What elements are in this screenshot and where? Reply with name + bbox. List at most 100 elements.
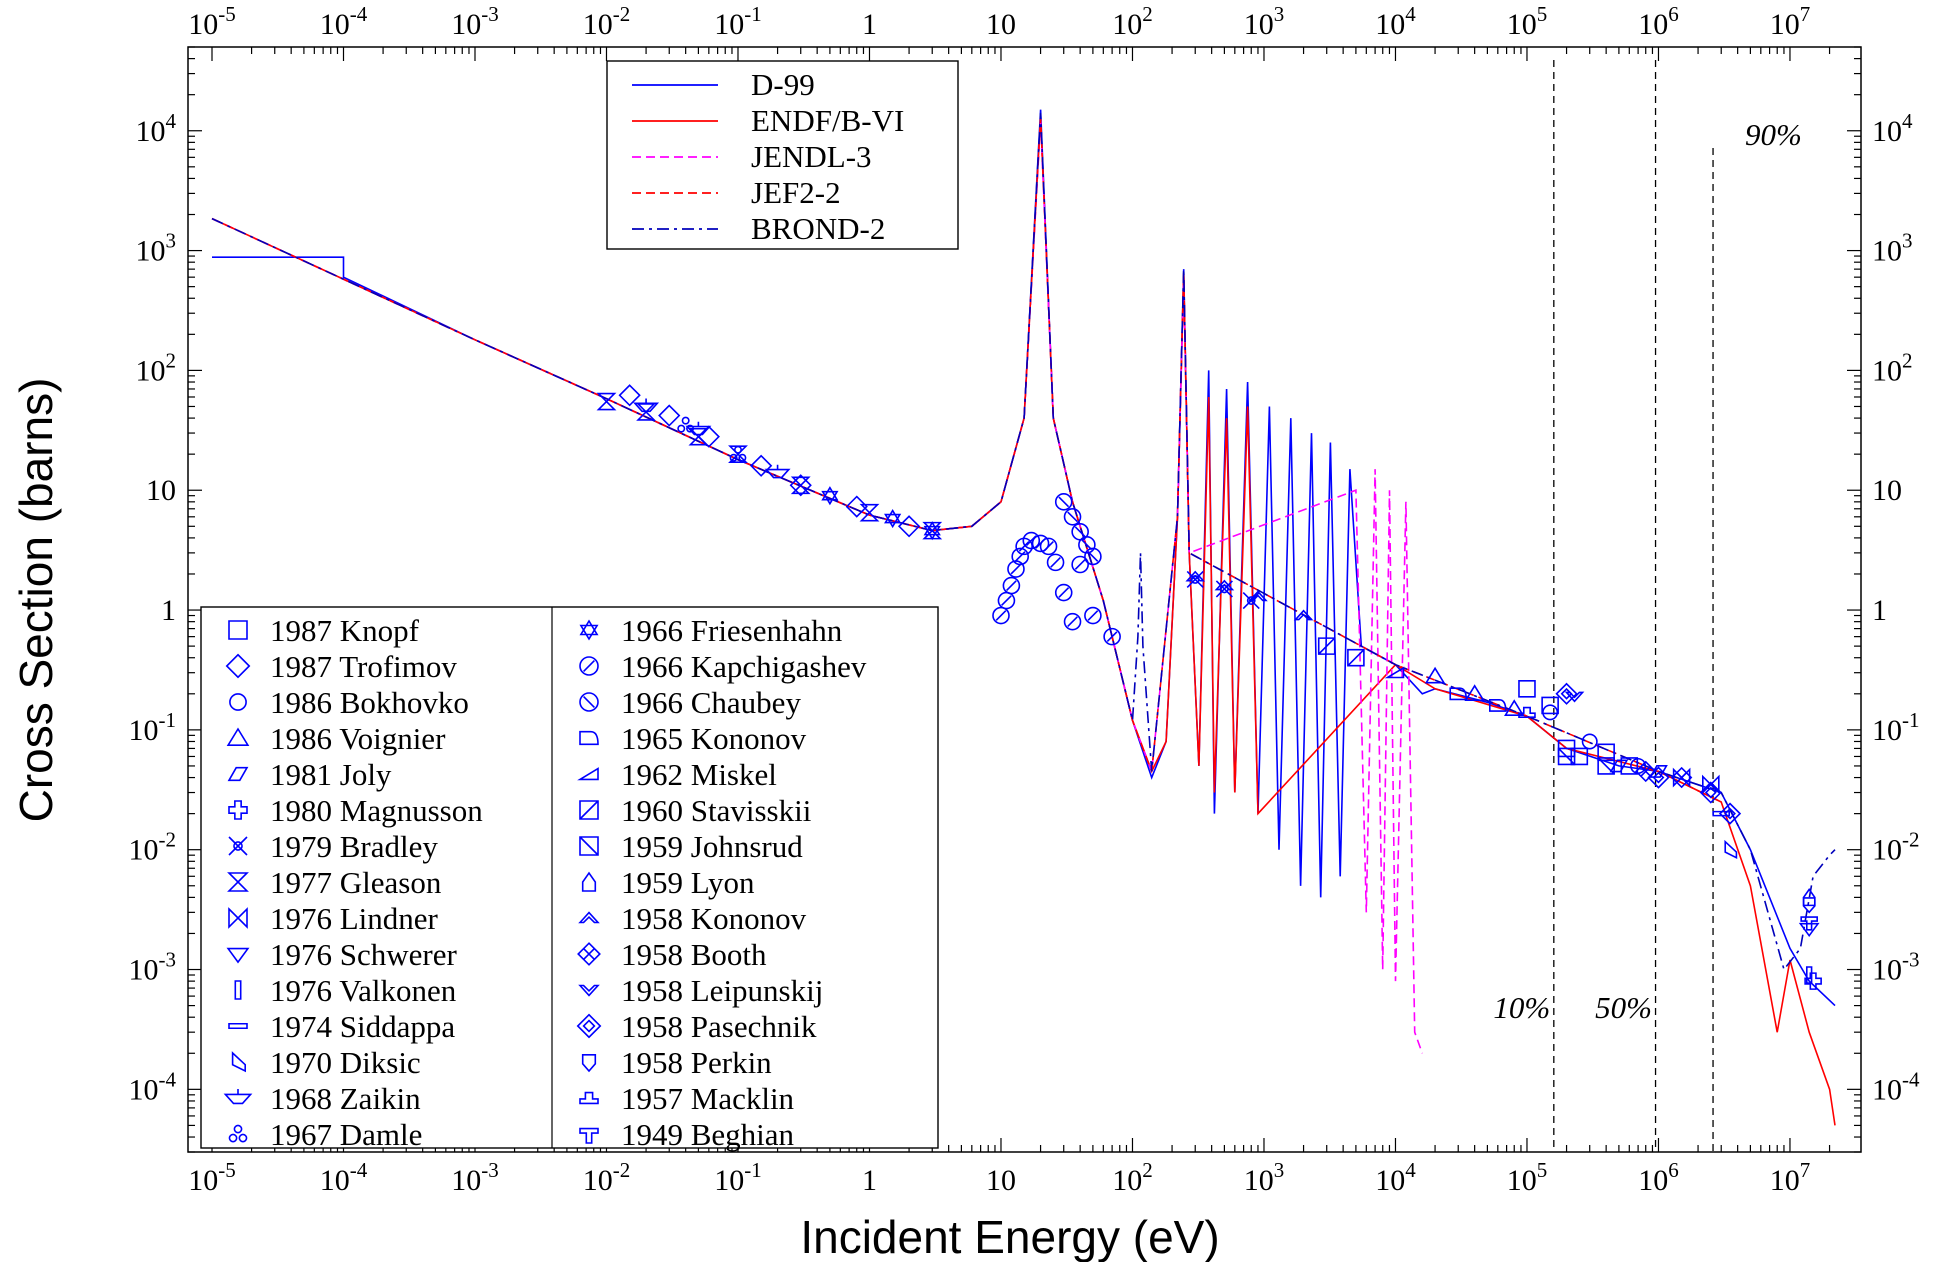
legend-marker-icon <box>577 942 601 966</box>
x-tick-label-top: 10-1 <box>714 2 762 41</box>
legend-dataset-label: 1967 Damle <box>270 1117 422 1152</box>
legend-marker-icon <box>228 836 248 856</box>
legend-marker-icon <box>579 656 599 676</box>
data-point <box>790 476 811 495</box>
legend-dataset-label: 1958 Perkin <box>621 1045 772 1080</box>
data-point <box>1555 682 1578 705</box>
data-point <box>1449 687 1468 701</box>
legend-dataset-label: 1959 Johnsrud <box>621 829 803 864</box>
data-point <box>1581 733 1598 750</box>
legend-dataset-label: 1949 Beghian <box>621 1117 795 1152</box>
x-tick-label-base: 10 <box>1507 1164 1537 1197</box>
data-point <box>1609 759 1629 773</box>
data-point <box>1597 757 1615 775</box>
data-point <box>1084 606 1102 625</box>
x-tick-label-top-exp: -4 <box>350 2 368 26</box>
legend-marker-icon <box>223 1089 253 1105</box>
data-point <box>897 515 921 538</box>
legend-dataset-label: 1958 Kononov <box>621 901 807 936</box>
data-point <box>1542 704 1559 721</box>
legend-marker-icon <box>579 1127 599 1144</box>
x-tick-label-exp: -5 <box>218 1158 236 1182</box>
percent-marker-label: 90% <box>1745 117 1802 152</box>
data-point <box>1800 916 1818 931</box>
data-point <box>1649 765 1668 778</box>
legend-marker-icon <box>231 1051 246 1073</box>
data-point <box>923 521 941 541</box>
x-tick-label-top: 102 <box>1112 2 1153 41</box>
legend-dataset-label: 1966 Kapchigashev <box>621 649 867 684</box>
x-tick-label-exp: 4 <box>1405 1158 1416 1182</box>
y-tick-label-right-base: 10 <box>1872 834 1902 867</box>
x-tick-label-top-exp: -5 <box>218 2 236 26</box>
x-tick-label-base: 10 <box>188 1164 218 1197</box>
data-point <box>1424 666 1446 684</box>
legend-marker-icon <box>228 907 248 929</box>
legend-marker-icon <box>581 1054 597 1073</box>
ticks-layer: 10-510-510-410-410-310-310-210-210-110-1… <box>129 2 1920 1197</box>
x-tick-label-base: 10 <box>1244 1164 1274 1197</box>
experimental-points-layer <box>596 384 1822 990</box>
y-tick-label-right: 104 <box>1872 109 1913 148</box>
x-tick-label-base: 10 <box>1112 1164 1142 1197</box>
data-point <box>728 445 748 463</box>
data-point <box>1504 699 1525 716</box>
legend-dataset-label: 1986 Voignier <box>270 721 446 756</box>
legend-marker-icon <box>581 871 597 892</box>
legend-dataset-label: 1962 Miskel <box>621 757 777 792</box>
x-tick-label-exp: 5 <box>1537 1158 1548 1182</box>
y-tick-label-right: 10-3 <box>1872 948 1920 987</box>
data-point <box>1634 760 1657 783</box>
x-tick-label-base: 10 <box>714 1164 744 1197</box>
x-tick-label-top-base: 10 <box>320 8 350 41</box>
data-point <box>1712 810 1731 817</box>
x-tick-label-base: 10 <box>1638 1164 1668 1197</box>
legend-dataset-label: 1977 Gleason <box>270 865 442 900</box>
legend-dataset-label: 1980 Magnusson <box>270 793 483 828</box>
y-tick-label-exp: -4 <box>159 1067 177 1091</box>
y-tick-label-right: 102 <box>1872 348 1913 387</box>
data-point <box>859 503 880 522</box>
x-tick-label: 1 <box>862 1164 877 1197</box>
percent-marker-label: 50% <box>1595 990 1652 1025</box>
x-tick-label-base: 10 <box>1375 1164 1405 1197</box>
legend-series-label: BROND-2 <box>751 211 885 246</box>
legend-dataset-label: 1976 Valkonen <box>270 973 457 1008</box>
experimental-legend-frame <box>200 606 939 1149</box>
x-tick-label-exp: 6 <box>1668 1158 1679 1182</box>
x-tick-label-exp: -4 <box>350 1158 368 1182</box>
data-point <box>677 416 695 433</box>
x-tick-label-top: 10-5 <box>188 2 236 41</box>
legend-marker-icon <box>579 730 599 746</box>
x-tick-label: 10 <box>986 1164 1016 1197</box>
percent-markers: 10% 50% 90% <box>1493 60 1802 1152</box>
legend-marker-icon <box>577 767 599 781</box>
x-tick-label-top-base: 10 <box>1375 8 1405 41</box>
legend-dataset-label: 1958 Pasechnik <box>621 1009 817 1044</box>
y-tick-label-exp: -1 <box>159 708 177 732</box>
x-tick-label-top-base: 10 <box>986 8 1016 41</box>
x-tick-label-base: 10 <box>451 1164 481 1197</box>
y-tick-label-exp: 3 <box>166 229 177 253</box>
data-point <box>764 464 791 479</box>
data-point <box>750 454 773 477</box>
data-point <box>1002 576 1021 595</box>
x-tick-label-base: 10 <box>583 1164 613 1197</box>
y-tick-label-exp: 2 <box>166 348 177 372</box>
data-point <box>1670 766 1693 789</box>
data-point <box>1078 536 1096 554</box>
x-tick-label: 107 <box>1770 1158 1811 1197</box>
data-point <box>1054 583 1073 602</box>
x-tick-label: 105 <box>1507 1158 1548 1197</box>
x-tick-label: 102 <box>1112 1158 1153 1197</box>
legend-dataset-label: 1965 Kononov <box>621 721 807 756</box>
y-tick-label-right-exp: 2 <box>1902 348 1913 372</box>
x-tick-label-top-exp: 3 <box>1274 2 1285 26</box>
legend-series-label: JEF2-2 <box>751 175 841 210</box>
y-tick-label-right: 10 <box>1872 474 1902 507</box>
data-point <box>845 495 868 518</box>
data-point <box>1489 699 1507 712</box>
legend-marker-icon <box>229 693 247 711</box>
